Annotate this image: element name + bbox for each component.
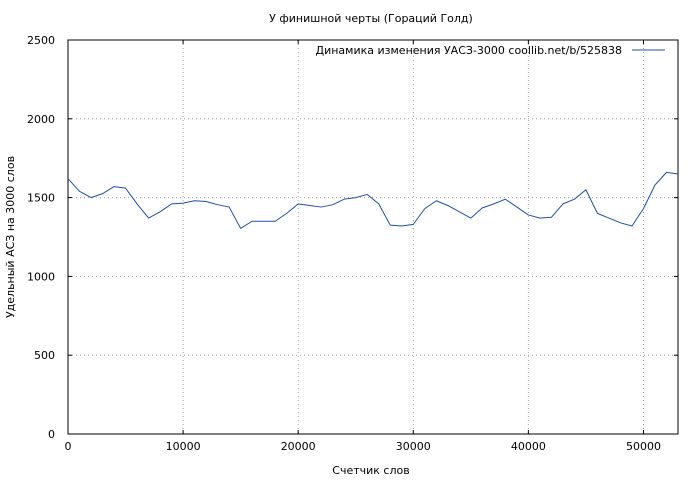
x-tick-label: 50000 (626, 440, 661, 453)
y-tick-label: 0 (48, 428, 55, 441)
y-tick-label: 1500 (27, 192, 55, 205)
x-tick-label: 40000 (511, 440, 546, 453)
chart-title: У финишной черты (Гораций Голд) (269, 12, 473, 25)
y-axis-label: Удельный АСЗ на 3000 слов (4, 156, 17, 318)
plot-frame (67, 39, 679, 435)
x-tick-label: 20000 (281, 440, 316, 453)
y-tick-label: 2500 (27, 34, 55, 47)
legend-label: Динамика изменения УАСЗ-3000 coollib.net… (316, 44, 623, 57)
y-tick-label: 500 (34, 349, 55, 362)
legend: Динамика изменения УАСЗ-3000 coollib.net… (316, 44, 665, 57)
y-tick-label: 2000 (27, 113, 55, 126)
x-tick-label: 10000 (166, 440, 201, 453)
x-tick-label: 0 (65, 440, 72, 453)
grid (68, 39, 678, 434)
y-tick-label: 1000 (27, 270, 55, 283)
x-tick-label: 30000 (396, 440, 431, 453)
axis-ticks: 0 10000 20000 30000 40000 50000 0 500 1000 1500 20… (27, 34, 678, 453)
x-axis-label: Счетчик слов (332, 464, 409, 477)
series-line (67, 171, 679, 229)
